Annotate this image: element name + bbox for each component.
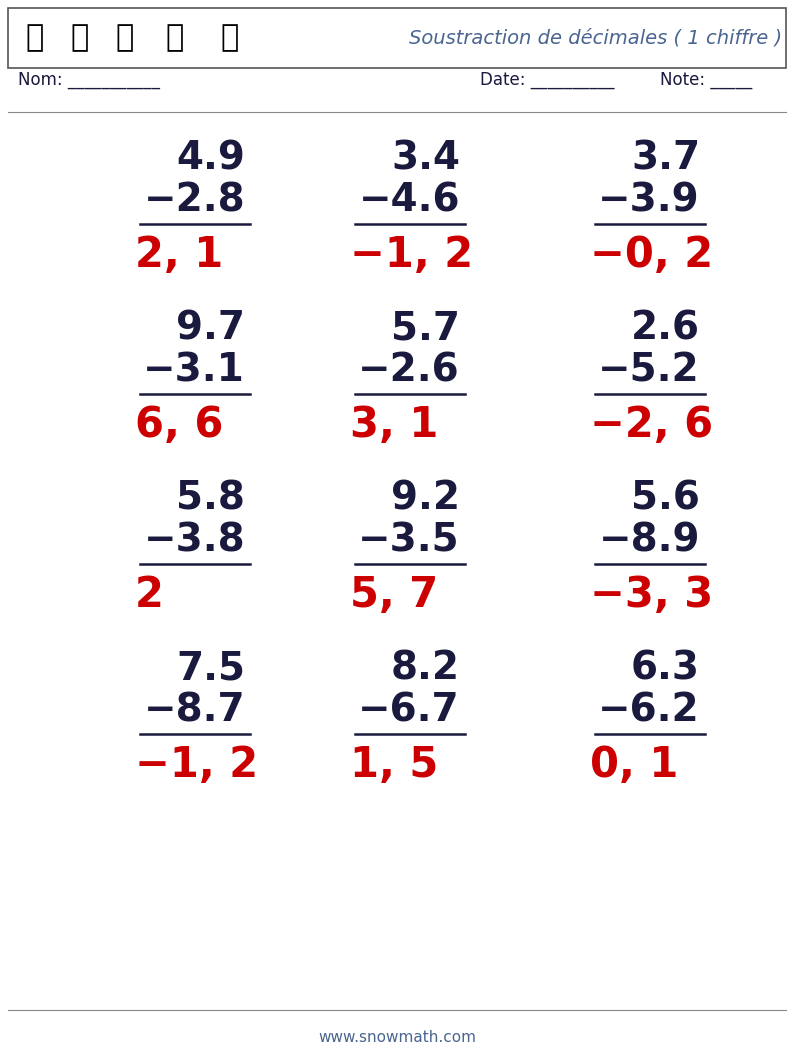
- Text: −6.7: −6.7: [358, 692, 460, 730]
- Text: −8.7: −8.7: [144, 692, 245, 730]
- Text: 6, 6: 6, 6: [135, 404, 223, 446]
- Bar: [8, 8, 786, 68]
- Text: 2.6: 2.6: [631, 310, 700, 347]
- Text: 9.7: 9.7: [176, 310, 245, 347]
- Text: −5.2: −5.2: [599, 352, 700, 390]
- Text: 2, 1: 2, 1: [135, 234, 223, 276]
- Text: 5.6: 5.6: [631, 480, 700, 518]
- Text: 2: 2: [135, 574, 164, 616]
- Text: 9.2: 9.2: [391, 480, 460, 518]
- Text: 🎶: 🎶: [166, 23, 184, 53]
- Text: −3.1: −3.1: [143, 352, 245, 390]
- Text: 5.7: 5.7: [391, 310, 460, 347]
- Text: 7.5: 7.5: [176, 650, 245, 688]
- Text: −2, 6: −2, 6: [590, 404, 713, 446]
- Text: −2.6: −2.6: [358, 352, 460, 390]
- Text: −2.8: −2.8: [144, 182, 245, 220]
- Text: 👠: 👠: [116, 23, 134, 53]
- Text: −3.9: −3.9: [599, 182, 700, 220]
- Text: 1, 5: 1, 5: [350, 744, 438, 786]
- Text: 4.9: 4.9: [176, 140, 245, 178]
- Text: 3.4: 3.4: [391, 140, 460, 178]
- Text: 0, 1: 0, 1: [590, 744, 678, 786]
- Text: −3.5: −3.5: [358, 522, 460, 560]
- Text: 🎈: 🎈: [221, 23, 239, 53]
- Text: −4.6: −4.6: [359, 182, 460, 220]
- Text: −3, 3: −3, 3: [590, 574, 713, 616]
- Text: 3, 1: 3, 1: [350, 404, 438, 446]
- Text: www.snowmath.com: www.snowmath.com: [318, 1030, 476, 1045]
- Text: Date: __________: Date: __________: [480, 71, 615, 90]
- Text: 🍾: 🍾: [26, 23, 44, 53]
- Text: 5, 7: 5, 7: [350, 574, 438, 616]
- Text: −0, 2: −0, 2: [590, 234, 713, 276]
- Text: −3.8: −3.8: [144, 522, 245, 560]
- Text: −6.2: −6.2: [599, 692, 700, 730]
- Text: 8.2: 8.2: [391, 650, 460, 688]
- Text: −1, 2: −1, 2: [350, 234, 473, 276]
- Text: 📷: 📷: [71, 23, 89, 53]
- Text: 6.3: 6.3: [631, 650, 700, 688]
- Text: −8.9: −8.9: [599, 522, 700, 560]
- Text: Note: _____: Note: _____: [660, 71, 752, 90]
- Text: 3.7: 3.7: [631, 140, 700, 178]
- Text: Soustraction de décimales ( 1 chiffre ): Soustraction de décimales ( 1 chiffre ): [409, 28, 782, 47]
- Text: 5.8: 5.8: [176, 480, 245, 518]
- Text: −1, 2: −1, 2: [135, 744, 258, 786]
- Text: Nom: ___________: Nom: ___________: [18, 71, 160, 90]
